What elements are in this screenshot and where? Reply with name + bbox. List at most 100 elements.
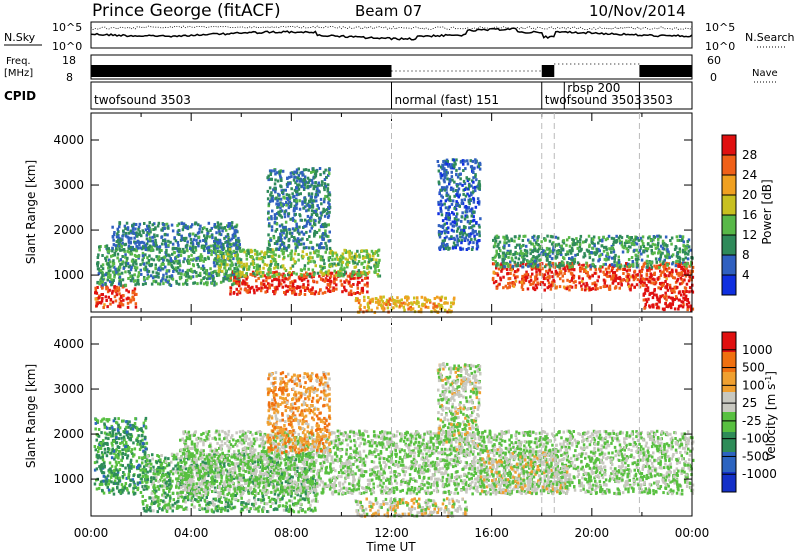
power-colorbar-tick-4: 12 (742, 228, 757, 242)
noise-left-tick-top: 10^5 (52, 21, 82, 34)
power-ylabel: Slant Range [km] (24, 160, 38, 264)
velocity-region-3 (354, 497, 468, 518)
power-colorbar-swatch-0 (722, 135, 736, 156)
velocity-ytick-2: 2000 (53, 427, 84, 441)
power-colorbar-swatch-2 (722, 175, 736, 196)
power-region-10 (437, 158, 482, 251)
power-colorbar-swatch-4 (722, 215, 736, 236)
frequency-bars (91, 64, 692, 77)
velocity-region-0 (94, 417, 149, 496)
velocity-data (94, 362, 695, 518)
velocity-colorbar-tick-1: 500 (742, 361, 765, 375)
power-colorbar: 28 24 20 16 12 8 4 (722, 135, 757, 296)
date-title: 10/Nov/2014 (589, 2, 686, 20)
power-colorbar-swatch-5 (722, 235, 736, 256)
station-title: Prince George (fitACF) (92, 1, 281, 21)
power-colorbar-tick-6: 4 (742, 268, 750, 282)
power-colorbar-tick-5: 8 (742, 248, 750, 262)
x-tick-6: 00:00 (675, 526, 710, 540)
noise-right-label: N.Search (745, 31, 795, 44)
power-panel: 4000 3000 2000 1000 Slant Range [km] 28 24 20… (24, 113, 774, 314)
power-region-3 (229, 271, 369, 297)
velocity-colorbar-label: Velocity [m s-1] (764, 371, 779, 461)
power-colorbar-swatch-3 (722, 195, 736, 216)
noise-left-tick-bottom: 10^0 (52, 40, 82, 53)
power-region-0 (94, 284, 138, 309)
power-region-2 (111, 221, 241, 251)
beam-title: Beam 07 (355, 2, 422, 20)
cpid-segment-label-3: rbsp 200 (567, 81, 620, 95)
freq-bar-0 (91, 65, 392, 77)
freq-bar-1 (542, 65, 555, 77)
power-colorbar-label: Power [dB] (760, 179, 774, 244)
cpid-segment-label-0: twofsound 3503 (94, 93, 191, 107)
power-ytick-3: 1000 (53, 268, 84, 282)
velocity-colorbar-label-close: ] (764, 371, 778, 376)
velocity-ylabel: Slant Range [km] (24, 364, 38, 468)
power-colorbar-swatch-6 (722, 255, 736, 276)
power-ytick-0: 4000 (53, 133, 84, 147)
power-colorbar-swatch-7 (722, 275, 736, 296)
velocity-ytick-3: 1000 (53, 472, 84, 486)
velocity-colorbar-swatch-3 (722, 392, 736, 413)
velocity-colorbar-label-sup: -1 (764, 376, 773, 384)
x-tick-4: 16:00 (474, 526, 509, 540)
x-tick-2: 08:00 (274, 526, 309, 540)
power-colorbar-swatch-1 (722, 155, 736, 176)
power-region-5 (355, 295, 456, 314)
freq-left-label-1: Freq. (6, 56, 31, 67)
x-tick-3: 12:00 (374, 526, 409, 540)
x-tick-1: 04:00 (174, 526, 209, 540)
power-region-8 (492, 235, 694, 269)
freq-left-label-2: [MHz] (4, 68, 33, 79)
velocity-panel: 4000 3000 2000 1000 Slant Range [km] 1000 50… (24, 317, 778, 518)
velocity-ytick-1: 3000 (53, 382, 84, 396)
velocity-colorbar-tick-3: 25 (742, 396, 757, 410)
velocity-colorbar-swatch-5 (722, 432, 736, 453)
x-axis-label: Time UT (365, 540, 416, 554)
x-tick-5: 20:00 (575, 526, 610, 540)
frequency-panel: Freq. [MHz] 18 8 60 0 Nave (4, 54, 778, 84)
noise-left-label: N.Sky (4, 31, 36, 44)
noise-right-tick-top: 10^5 (705, 21, 735, 34)
noise-panel-frame (91, 22, 692, 48)
noise-sky-line (91, 28, 692, 40)
power-ytick-2: 2000 (53, 223, 84, 237)
velocity-colorbar-swatch-7 (722, 472, 736, 493)
velocity-colorbar-label-main: Velocity [m s (764, 384, 778, 461)
power-region-9 (643, 289, 695, 312)
power-data (94, 158, 694, 314)
power-axis: 4000 3000 2000 1000 (53, 113, 692, 312)
power-region-6 (266, 167, 331, 251)
velocity-ytick-0: 4000 (53, 337, 84, 351)
power-colorbar-tick-0: 28 (742, 148, 757, 162)
power-colorbar-tick-1: 24 (742, 168, 757, 182)
power-colorbar-tick-3: 16 (742, 208, 757, 222)
nave-tick-top: 60 (707, 54, 721, 67)
x-tick-0: 00:00 (74, 526, 109, 540)
noise-search-line (91, 26, 692, 30)
cpid-label: CPID (4, 89, 36, 103)
nave-tick-bottom: 0 (710, 71, 717, 84)
cpid-panel: CPID twofsound 3503 normal (fast) 151 twof… (4, 81, 692, 109)
power-ytick-1: 3000 (53, 178, 84, 192)
velocity-colorbar-tick-4: -25 (742, 414, 762, 428)
freq-bar-2 (639, 65, 692, 77)
velocity-colorbar-tick-7: -1000 (742, 467, 777, 481)
cpid-segment-label-2: twofsound 3503 (545, 93, 642, 107)
power-region-4 (217, 248, 381, 278)
nave-label: Nave (752, 68, 778, 79)
power-panel-frame (91, 113, 692, 312)
x-axis-ticks: 00:00 04:00 08:00 12:00 16:00 20:00 00:00 (74, 526, 710, 540)
power-colorbar-tick-2: 20 (742, 188, 757, 202)
freq-tick-bottom: 8 (66, 71, 73, 84)
velocity-colorbar-swatch-2 (722, 372, 736, 393)
cpid-segment-label-1: normal (fast) 151 (395, 93, 499, 107)
noise-right-tick-bottom: 10^0 (705, 40, 735, 53)
velocity-colorbar-tick-2: 100 (742, 378, 765, 392)
velocity-colorbar-swatch-1 (722, 352, 736, 373)
velocity-colorbar-tick-0: 1000 (742, 343, 773, 357)
freq-tick-top: 18 (62, 54, 76, 67)
velocity-colorbar-swatch-6 (722, 452, 736, 473)
